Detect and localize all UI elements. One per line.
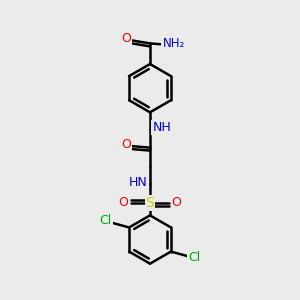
Text: Cl: Cl — [188, 251, 201, 264]
Text: O: O — [118, 196, 128, 209]
Text: O: O — [121, 32, 131, 46]
Text: NH₂: NH₂ — [162, 37, 185, 50]
Text: S: S — [146, 196, 154, 210]
Text: NH: NH — [152, 121, 171, 134]
Text: O: O — [172, 196, 182, 209]
Text: HN: HN — [128, 176, 147, 190]
Text: Cl: Cl — [99, 214, 112, 226]
Text: O: O — [121, 138, 131, 151]
